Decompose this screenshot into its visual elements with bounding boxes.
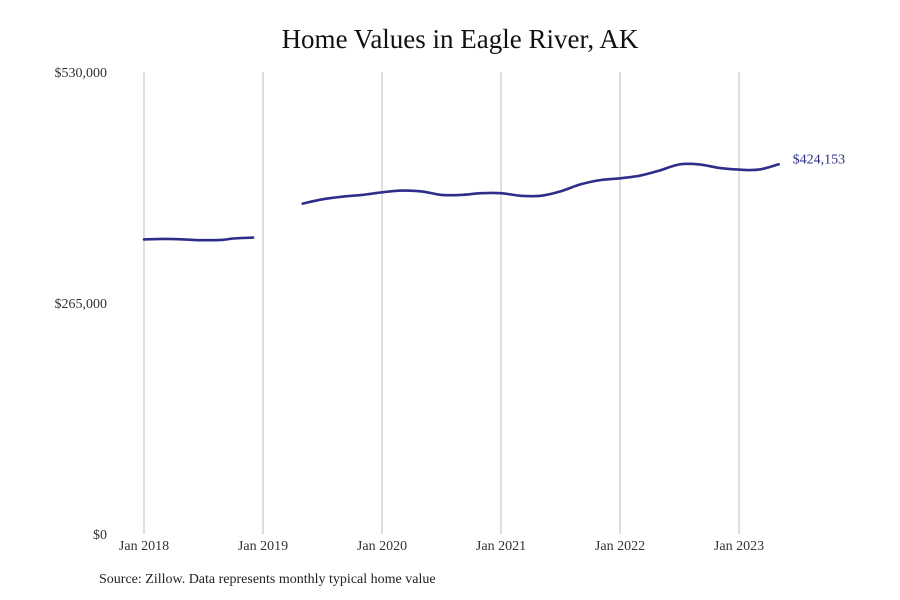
- x-tick-label: Jan 2023: [714, 539, 764, 554]
- x-tick-label: Jan 2019: [238, 539, 288, 554]
- y-axis-ticks: $0 $265,000 $530,000: [55, 66, 108, 543]
- x-tick-label: Jan 2018: [119, 539, 169, 554]
- x-tick-label: Jan 2021: [476, 539, 526, 554]
- y-tick-label: $530,000: [55, 66, 108, 81]
- source-note: Source: Zillow. Data represents monthly …: [99, 572, 436, 587]
- series-line-segment: [142, 236, 255, 242]
- x-tick-label: Jan 2022: [595, 539, 645, 554]
- end-value-label: $424,153: [793, 152, 846, 167]
- x-tick-label: Jan 2020: [357, 539, 407, 554]
- series-line-segment: [301, 162, 780, 205]
- series-layer: [142, 162, 780, 242]
- grid-layer: [143, 72, 740, 534]
- y-tick-label: $265,000: [55, 297, 108, 312]
- x-axis-ticks: Jan 2018 Jan 2019 Jan 2020 Jan 2021 Jan 2022…: [119, 539, 764, 554]
- y-tick-label: $0: [93, 528, 107, 543]
- chart-title: Home Values in Eagle River, AK: [281, 24, 639, 54]
